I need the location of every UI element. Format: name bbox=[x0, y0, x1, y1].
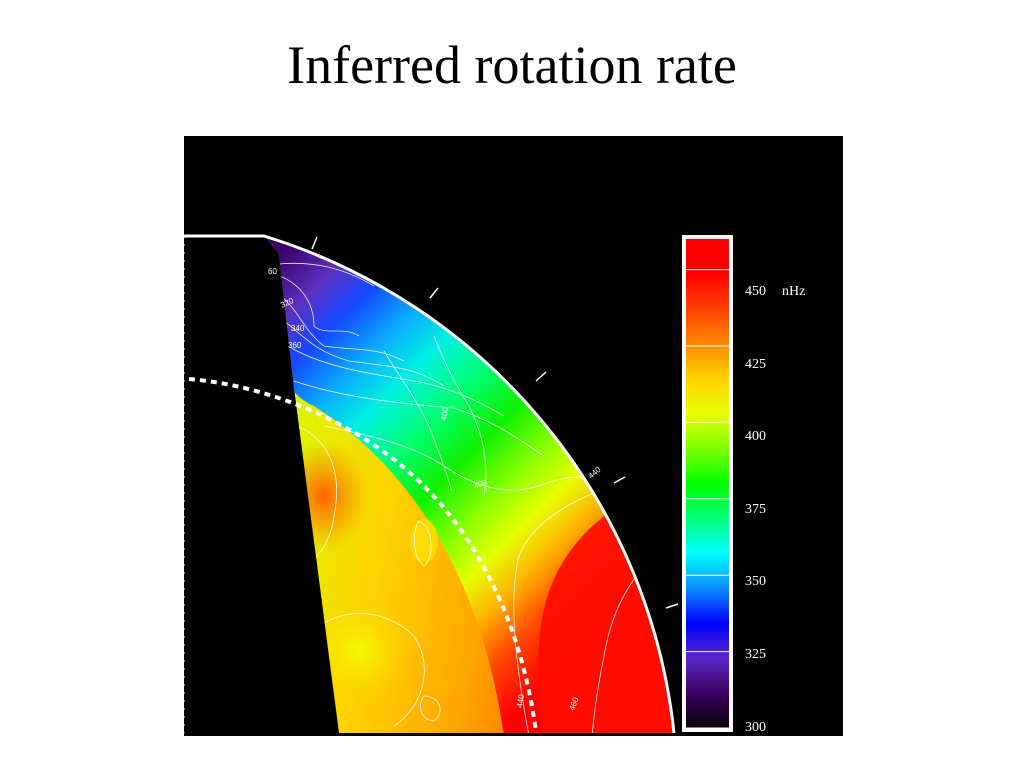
contour-line bbox=[433, 335, 487, 497]
contour-label: 60 bbox=[268, 267, 277, 276]
colorbar: 450 nHz 425 400 375 350 325 300 bbox=[682, 235, 805, 735]
contour-line bbox=[293, 380, 545, 457]
contour-label: 340 bbox=[291, 324, 305, 333]
colorbar-labels: 450 nHz 425 400 375 350 325 300 bbox=[745, 284, 805, 735]
contour-label: 460 bbox=[567, 696, 580, 712]
surface-limb bbox=[184, 234, 676, 734]
colorbar-gradient bbox=[686, 239, 729, 728]
contour-label: 440 bbox=[515, 693, 526, 708]
contour-line bbox=[287, 345, 505, 417]
contour-line bbox=[280, 295, 405, 362]
contour-line bbox=[308, 613, 425, 727]
contour-line bbox=[383, 350, 453, 492]
contour-line bbox=[283, 320, 445, 387]
colorbar-label: 325 bbox=[745, 647, 766, 662]
contour-line bbox=[513, 480, 625, 733]
contour-label: 400 bbox=[439, 406, 450, 421]
latitude-tick bbox=[613, 476, 626, 484]
latitude-tick bbox=[429, 287, 439, 299]
colorbar-unit: nHz bbox=[782, 284, 805, 299]
contour-line bbox=[278, 262, 375, 287]
colorbar-ticks bbox=[686, 269, 729, 729]
tachocline-line bbox=[188, 377, 538, 734]
colorbar-label: 425 bbox=[745, 357, 766, 372]
equatorial-band bbox=[538, 508, 674, 733]
slide-title: Inferred rotation rate bbox=[287, 35, 737, 95]
latitude-tick bbox=[665, 603, 679, 609]
contour-line bbox=[279, 275, 360, 337]
contour-label: 360 bbox=[288, 341, 302, 350]
contour-lines bbox=[278, 262, 674, 733]
contour-line bbox=[420, 695, 441, 722]
contour-label: 400 bbox=[473, 478, 489, 491]
colorbar-label: 375 bbox=[745, 502, 766, 517]
latitude-tick bbox=[311, 236, 318, 250]
rotation-plot: 60 320 340 360 400 400 440 440 460 450 n… bbox=[184, 136, 843, 736]
contour-line bbox=[323, 425, 605, 491]
latitude-ticks bbox=[311, 236, 679, 609]
rotation-figure: 60 320 340 360 400 400 440 440 460 450 n… bbox=[184, 136, 843, 736]
latitude-tick bbox=[535, 371, 547, 382]
colorbar-label: 350 bbox=[745, 574, 766, 589]
colorbar-label: 450 bbox=[745, 284, 766, 299]
contour-line bbox=[413, 520, 432, 567]
colorbar-label: 300 bbox=[745, 720, 766, 735]
colorbar-label: 400 bbox=[745, 429, 766, 444]
